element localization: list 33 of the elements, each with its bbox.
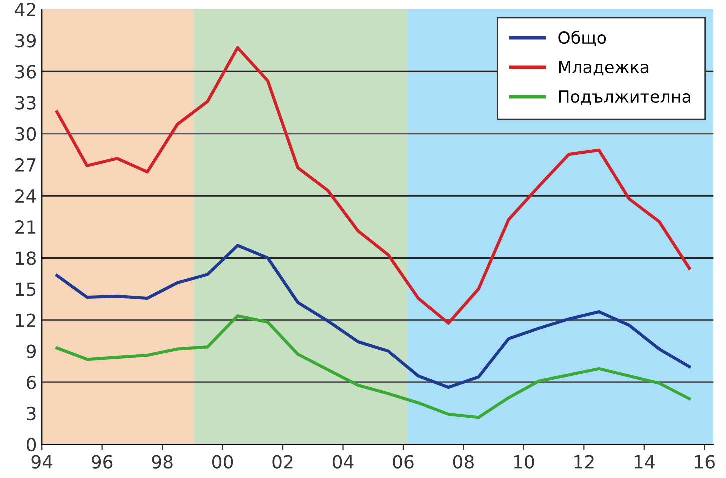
y-tick-label: 18 <box>16 252 36 266</box>
line-series <box>56 46 692 325</box>
x-tick-label: 08 <box>453 455 474 469</box>
x-tick-label: 94 <box>32 455 53 469</box>
y-tick-label: 27 <box>16 158 36 172</box>
y-tick-label: 6 <box>27 376 36 390</box>
legend-label: Младежка <box>559 61 649 76</box>
x-tick-label: 10 <box>514 455 534 469</box>
x-tick-label: 04 <box>332 455 354 469</box>
line-series <box>56 244 692 390</box>
y-tick-label: 3 <box>27 406 36 421</box>
y-tick-label: 15 <box>16 282 36 296</box>
legend-label: Общо <box>558 30 606 46</box>
x-tick-label: 16 <box>695 455 715 469</box>
x-tick-label: 06 <box>393 455 414 469</box>
x-tick-label: 96 <box>92 455 113 469</box>
x-tick-label: 14 <box>634 456 655 469</box>
y-tick-label: 39 <box>16 34 36 48</box>
x-tick-label: 00 <box>212 455 234 469</box>
y-tick-label: 21 <box>16 220 36 234</box>
line-series <box>56 314 692 420</box>
y-tick-label: 9 <box>26 344 36 358</box>
y-tick-label: 24 <box>16 189 36 203</box>
x-tick-label: 02 <box>272 455 293 469</box>
x-tick-label: 98 <box>152 455 173 469</box>
y-tick-label: 30 <box>16 127 36 141</box>
y-tick-label: 42 <box>15 3 36 16</box>
y-tick-label: 12 <box>16 314 36 328</box>
x-tick-label: 12 <box>574 455 594 469</box>
y-tick-label: 36 <box>16 65 36 79</box>
y-tick-label: 33 <box>16 96 36 110</box>
y-tick-label: 0 <box>26 438 36 452</box>
legend-label: Подължителна <box>559 90 690 106</box>
